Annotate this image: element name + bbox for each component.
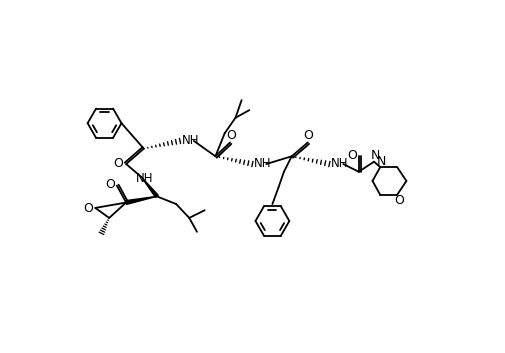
Text: O: O xyxy=(105,178,115,191)
Text: O: O xyxy=(83,202,93,215)
Text: N: N xyxy=(370,149,380,162)
Text: O: O xyxy=(346,149,356,162)
Polygon shape xyxy=(125,196,157,204)
Text: NH: NH xyxy=(181,134,198,146)
Text: NH: NH xyxy=(330,157,348,170)
Text: O: O xyxy=(113,157,123,170)
Text: N: N xyxy=(376,155,385,168)
Text: NH: NH xyxy=(254,157,271,170)
Polygon shape xyxy=(141,177,158,197)
Text: O: O xyxy=(225,129,235,142)
Text: O: O xyxy=(303,129,313,142)
Text: NH: NH xyxy=(135,172,153,185)
Text: O: O xyxy=(393,195,403,208)
